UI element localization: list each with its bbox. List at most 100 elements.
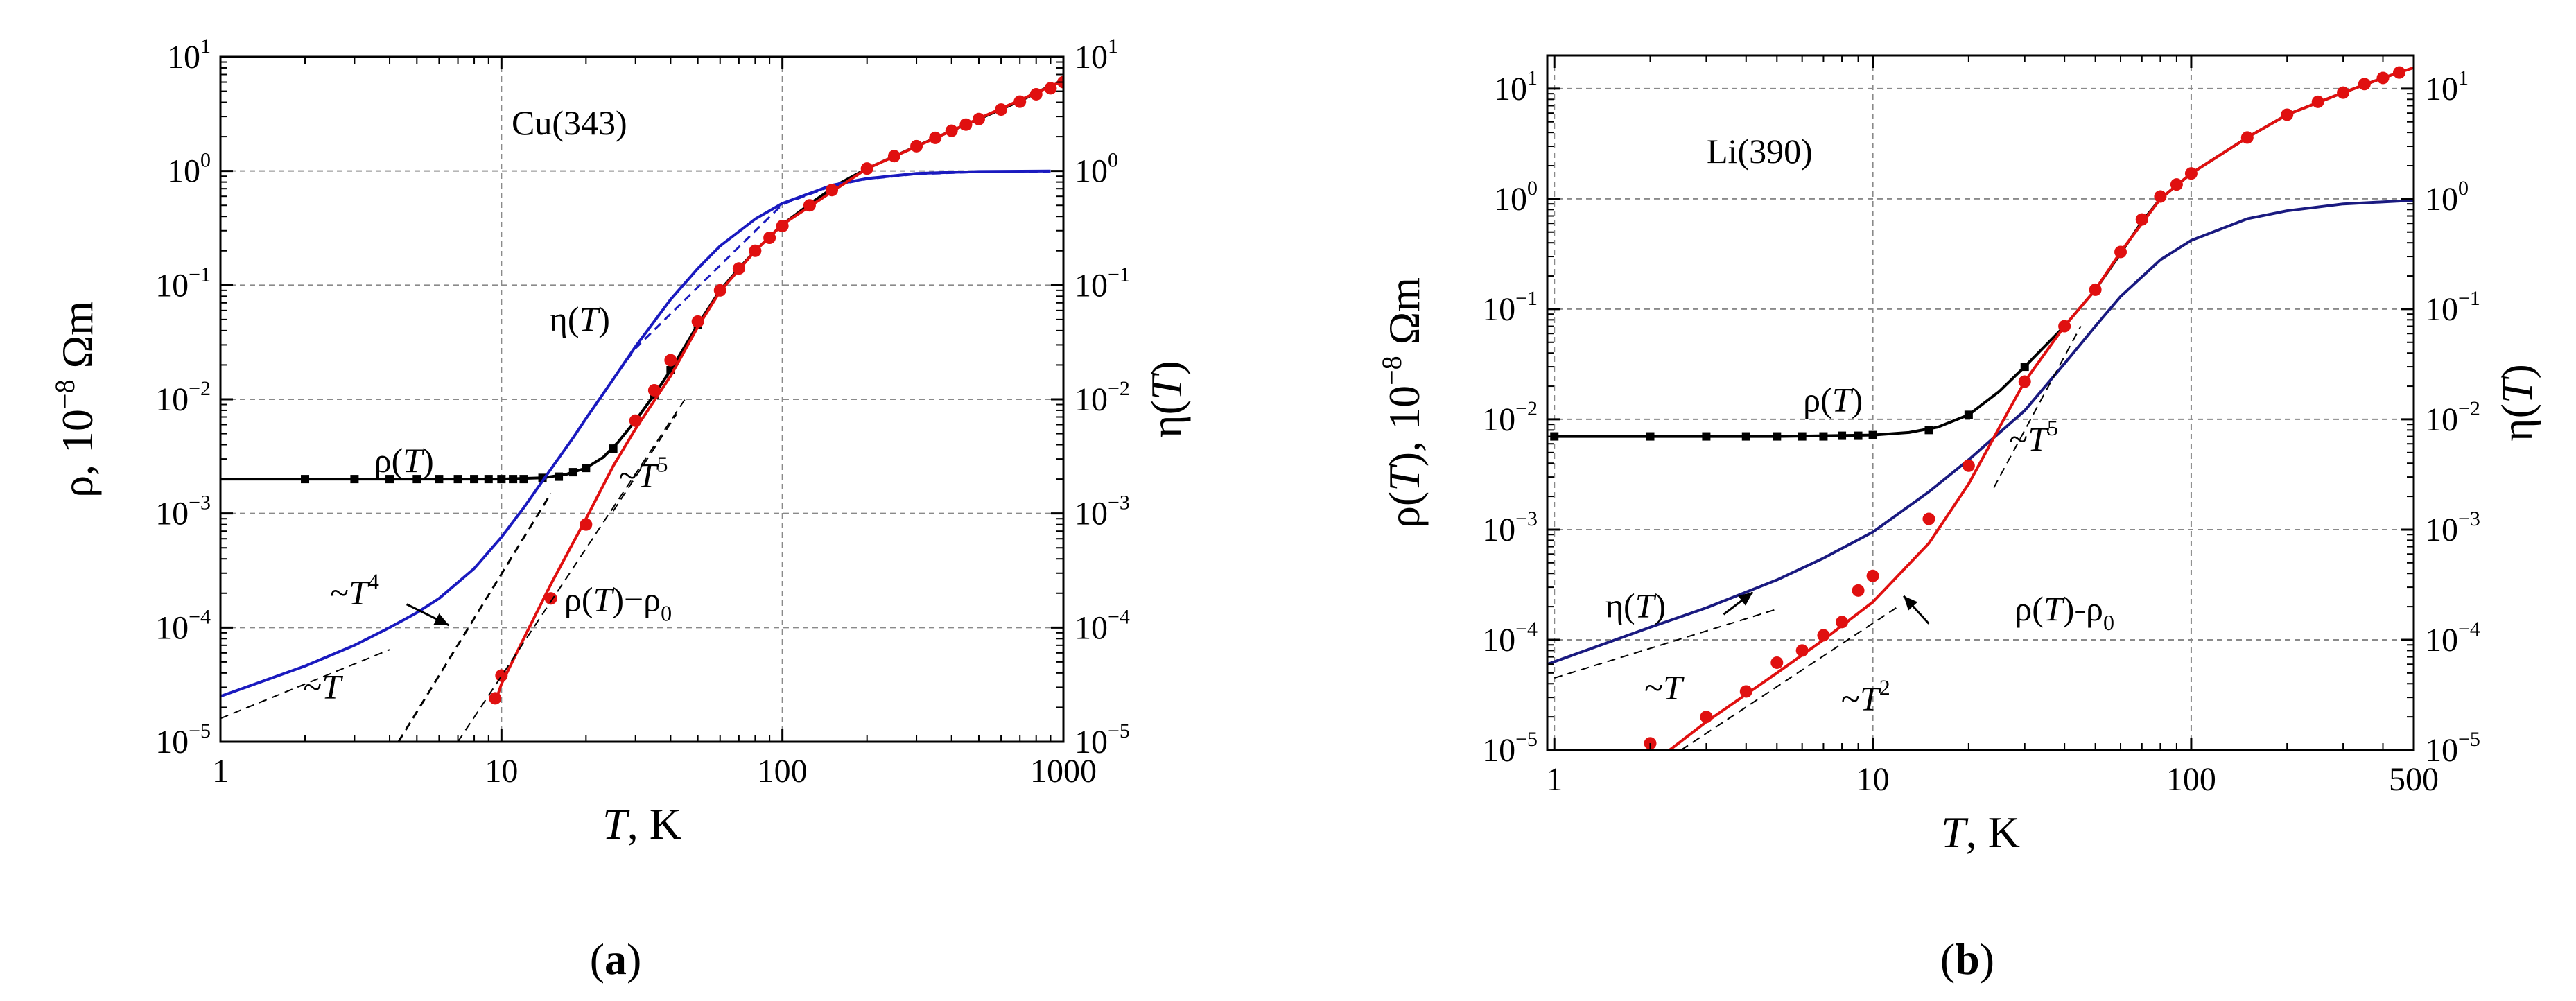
data-point [1819, 432, 1828, 441]
x-tick-label: 1 [212, 753, 229, 790]
y2-tick-label: 100 [1074, 149, 1118, 190]
x-axis-label: T, K [602, 799, 681, 848]
data-point [1964, 410, 1973, 419]
data-point [350, 475, 359, 484]
x-tick-label: 100 [758, 753, 808, 790]
series-rho-minus-rho0-markers [489, 76, 1063, 705]
data-point [664, 354, 677, 367]
data-point [803, 199, 816, 212]
data-point [484, 475, 493, 484]
data-point [2281, 108, 2294, 121]
data-point [1922, 512, 1935, 525]
data-point [647, 383, 661, 397]
x-tick-label: 1 [1546, 761, 1563, 798]
data-point [1868, 430, 1877, 439]
data-point [509, 475, 518, 484]
data-point [544, 592, 557, 605]
material-label: Cu(343) [512, 103, 627, 142]
annotation-label: η(T) [550, 299, 610, 338]
data-point [1773, 432, 1782, 441]
y-tick-label: 101 [1494, 67, 1538, 107]
data-point [580, 518, 593, 531]
y-tick-label: 101 [167, 35, 211, 76]
y-tick-label: 10−2 [1482, 397, 1538, 438]
y2-tick-label: 10−2 [1074, 377, 1130, 418]
annotation-label: ~T5 [2009, 415, 2058, 458]
series-rho [1554, 71, 2400, 438]
y-tick-label: 100 [1494, 177, 1538, 218]
annotation-label: ρ(T) [374, 441, 434, 480]
y-tick-label: 10−1 [1482, 287, 1538, 328]
data-point [2358, 78, 2371, 91]
ticks [219, 55, 1065, 743]
data-point [1852, 584, 1865, 597]
annotation-label: ~T4 [330, 569, 379, 612]
plot-frame [1546, 54, 2415, 751]
data-point [1741, 432, 1750, 441]
data-point [713, 284, 726, 297]
data-point [910, 139, 923, 153]
data-point [2392, 66, 2405, 79]
data-point [2058, 320, 2071, 333]
data-point [412, 475, 421, 484]
y2-tick-label: 10−5 [2425, 728, 2480, 769]
data-point [2135, 213, 2148, 226]
annotation-label: ρ(T) [1803, 381, 1863, 419]
data-point [1700, 711, 1713, 724]
arrow-head [1904, 595, 1918, 611]
data-point [2240, 131, 2254, 144]
series-T2-guide [1680, 606, 1899, 750]
y2-tick-label: 101 [2425, 67, 2469, 107]
series-T-guide [220, 649, 390, 720]
data-point [1838, 431, 1847, 440]
data-point [1044, 82, 1057, 95]
data-point [2337, 86, 2350, 99]
arrow-head [433, 613, 449, 625]
x-tick-label: 10 [1856, 761, 1890, 798]
y-axis-label: ρ(T), 10−8 Ωm [1376, 277, 1429, 528]
y2-tick-label: 10−1 [2425, 287, 2480, 328]
series-eta [1547, 199, 2414, 666]
y2-axis-label: η(T) [1142, 360, 1191, 438]
data-point [1866, 569, 1879, 582]
data-point [2311, 95, 2324, 108]
data-point [1770, 656, 1784, 669]
data-point [629, 414, 642, 427]
data-point [1795, 644, 1809, 657]
x-axis-label: T, K [1941, 808, 2020, 857]
x-tick-label: 500 [2389, 761, 2439, 798]
y-tick-label: 10−3 [155, 491, 211, 532]
series-eta-fit [523, 170, 1051, 509]
series-T-guide [1554, 608, 1777, 679]
data-point [1029, 87, 1043, 101]
y-tick-label: 10−5 [1482, 728, 1538, 769]
data-point [2154, 190, 2167, 203]
data-point [1739, 685, 1752, 698]
data-point [470, 475, 479, 484]
data-point [1817, 629, 1830, 642]
data-point [453, 475, 462, 484]
x-tick-label: 100 [2166, 761, 2216, 798]
arrow-head [1738, 592, 1753, 606]
data-point [568, 468, 577, 477]
data-point [749, 244, 762, 257]
data-point [301, 475, 310, 484]
grid [1547, 55, 2414, 750]
grid [220, 57, 1063, 742]
data-point [2376, 71, 2390, 85]
annotation-label: η(T) [1605, 586, 1666, 625]
data-point [691, 315, 704, 328]
data-point [2020, 363, 2029, 372]
data-point [609, 444, 618, 453]
material-label: Li(390) [1707, 132, 1813, 171]
series-T4-guide [397, 492, 552, 742]
annotation-label: ~T5 [619, 452, 668, 495]
data-point [2089, 283, 2102, 296]
data-point [1962, 459, 1975, 472]
data-point [1854, 431, 1863, 440]
data-point [2114, 245, 2127, 259]
data-point [2170, 178, 2183, 191]
